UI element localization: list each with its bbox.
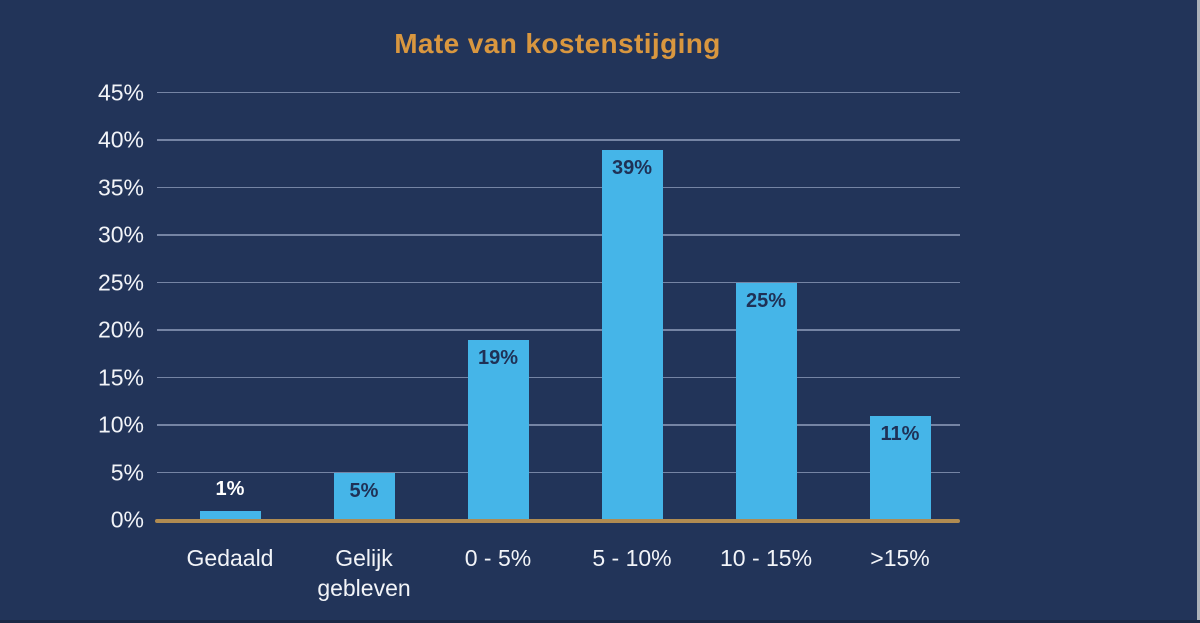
bar bbox=[333, 472, 395, 519]
y-tick-label: 40% bbox=[97, 126, 144, 153]
bar bbox=[869, 415, 931, 519]
gridline bbox=[157, 186, 960, 189]
y-tick-label: 5% bbox=[110, 459, 144, 485]
bar-value-label: 1% bbox=[215, 477, 245, 500]
bar-value-label: 5% bbox=[349, 479, 379, 502]
gridline bbox=[157, 424, 960, 426]
y-tick-label: 45% bbox=[97, 79, 144, 105]
x-tick-label: 10 - 15% bbox=[719, 545, 813, 571]
bar bbox=[601, 149, 663, 519]
gridline bbox=[157, 281, 960, 284]
x-tick-label: Gedaald bbox=[186, 545, 274, 571]
gridline bbox=[157, 329, 960, 331]
y-tick-label: 20% bbox=[97, 316, 144, 343]
y-tick-label: 10% bbox=[97, 411, 144, 438]
y-tick-label: 25% bbox=[97, 269, 144, 295]
y-tick-label: 0% bbox=[110, 506, 144, 533]
bar bbox=[199, 510, 261, 519]
x-axis-line bbox=[155, 519, 960, 523]
bar bbox=[735, 282, 797, 519]
x-tick-label: >15% bbox=[870, 545, 930, 571]
bar bbox=[467, 339, 529, 519]
y-tick-label: 30% bbox=[97, 221, 144, 248]
chart-title: Mate van kostenstijging bbox=[394, 28, 721, 59]
x-tick-label: Gelijk gebleven bbox=[317, 545, 411, 601]
bar-value-label: 19% bbox=[477, 346, 519, 369]
gridline bbox=[157, 234, 960, 236]
y-tick-label: 15% bbox=[97, 364, 144, 390]
window-right-edge bbox=[1197, 0, 1200, 623]
bar-value-label: 11% bbox=[880, 422, 920, 445]
x-tick-label: 0 - 5% bbox=[464, 545, 532, 571]
bar-value-label: 39% bbox=[611, 156, 653, 179]
gridline bbox=[157, 139, 960, 141]
bar-value-label: 25% bbox=[745, 289, 787, 312]
y-tick-label: 35% bbox=[97, 174, 144, 200]
window-bottom-edge bbox=[0, 620, 1200, 623]
gridline bbox=[157, 376, 960, 379]
gridline bbox=[157, 91, 960, 94]
gridline bbox=[157, 471, 960, 474]
x-tick-label: 5 - 10% bbox=[592, 545, 672, 571]
